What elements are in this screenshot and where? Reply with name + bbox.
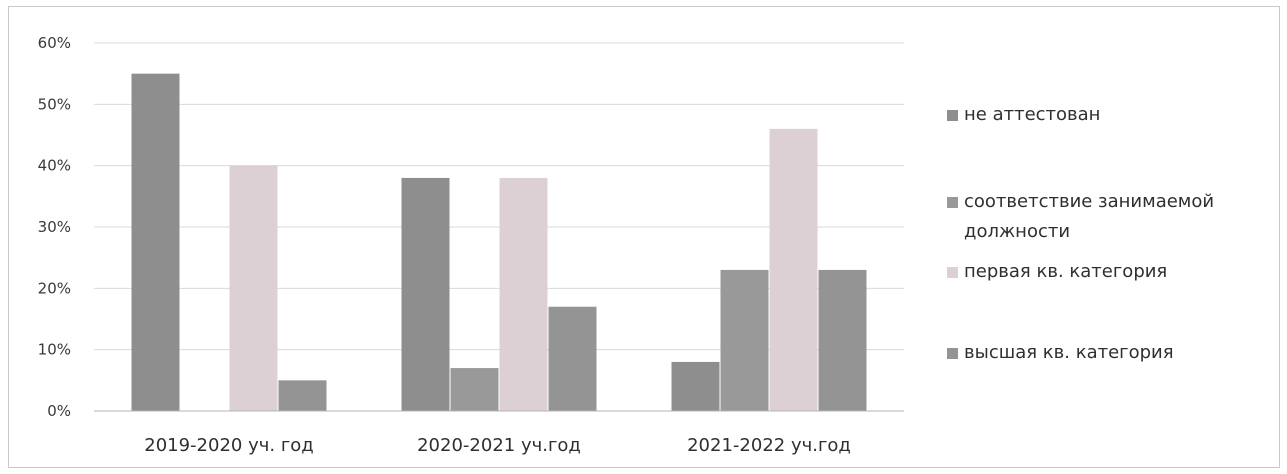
bar — [548, 306, 597, 411]
legend-swatch — [947, 267, 958, 278]
gridlines — [94, 42, 904, 351]
bar — [720, 269, 769, 411]
bar — [278, 380, 327, 411]
legend-item: соответствие занимаемой должности — [947, 187, 1264, 247]
y-tick-label: 40% — [38, 157, 71, 175]
legend-label: соответствие занимаемой должности — [964, 191, 1215, 242]
legend-swatch — [947, 110, 958, 121]
bar — [450, 368, 499, 411]
y-tick-label: 30% — [38, 218, 71, 236]
legend-label: первая кв. категория — [964, 261, 1168, 282]
legend-label: не аттестован — [964, 104, 1101, 125]
y-axis-ticks: 0% 10% 20% 30% 40% 50% 60% — [38, 34, 71, 420]
legend-item: первая кв. категория — [947, 257, 1264, 287]
y-tick-label: 10% — [38, 341, 71, 359]
x-category-label: 2020-2021 уч.год — [417, 435, 581, 456]
legend-item: высшая кв. категория — [947, 338, 1264, 368]
bar — [229, 165, 278, 411]
bar — [671, 361, 720, 411]
bars — [131, 73, 867, 412]
bar — [499, 177, 548, 411]
legend-label: высшая кв. категория — [964, 342, 1174, 363]
bar — [131, 73, 180, 412]
x-axis-categories: 2019-2020 уч. год 2020-2021 уч.год 2021-20… — [144, 435, 851, 456]
y-tick-label: 50% — [38, 95, 71, 113]
legend-swatch — [947, 348, 958, 359]
y-tick-label: 60% — [38, 34, 71, 52]
x-category-label: 2021-2022 уч.год — [687, 435, 851, 456]
chart-frame: 0% 10% 20% 30% 40% 50% 60% 2019-2020 уч. год 20… — [8, 6, 1280, 468]
bar — [769, 128, 818, 411]
bar — [401, 177, 450, 411]
y-tick-label: 0% — [47, 402, 71, 420]
y-tick-label: 20% — [38, 279, 71, 297]
plot-area: 0%10%20%30%40%50%60% 2019-2020 уч. год 20… — [38, 34, 904, 456]
bar — [818, 269, 867, 411]
legend-item: не аттестован — [947, 100, 1264, 130]
x-category-label: 2019-2020 уч. год — [144, 435, 313, 456]
legend: не аттестован соответствие занимаемой дол… — [947, 7, 1277, 469]
legend-swatch — [947, 197, 958, 208]
